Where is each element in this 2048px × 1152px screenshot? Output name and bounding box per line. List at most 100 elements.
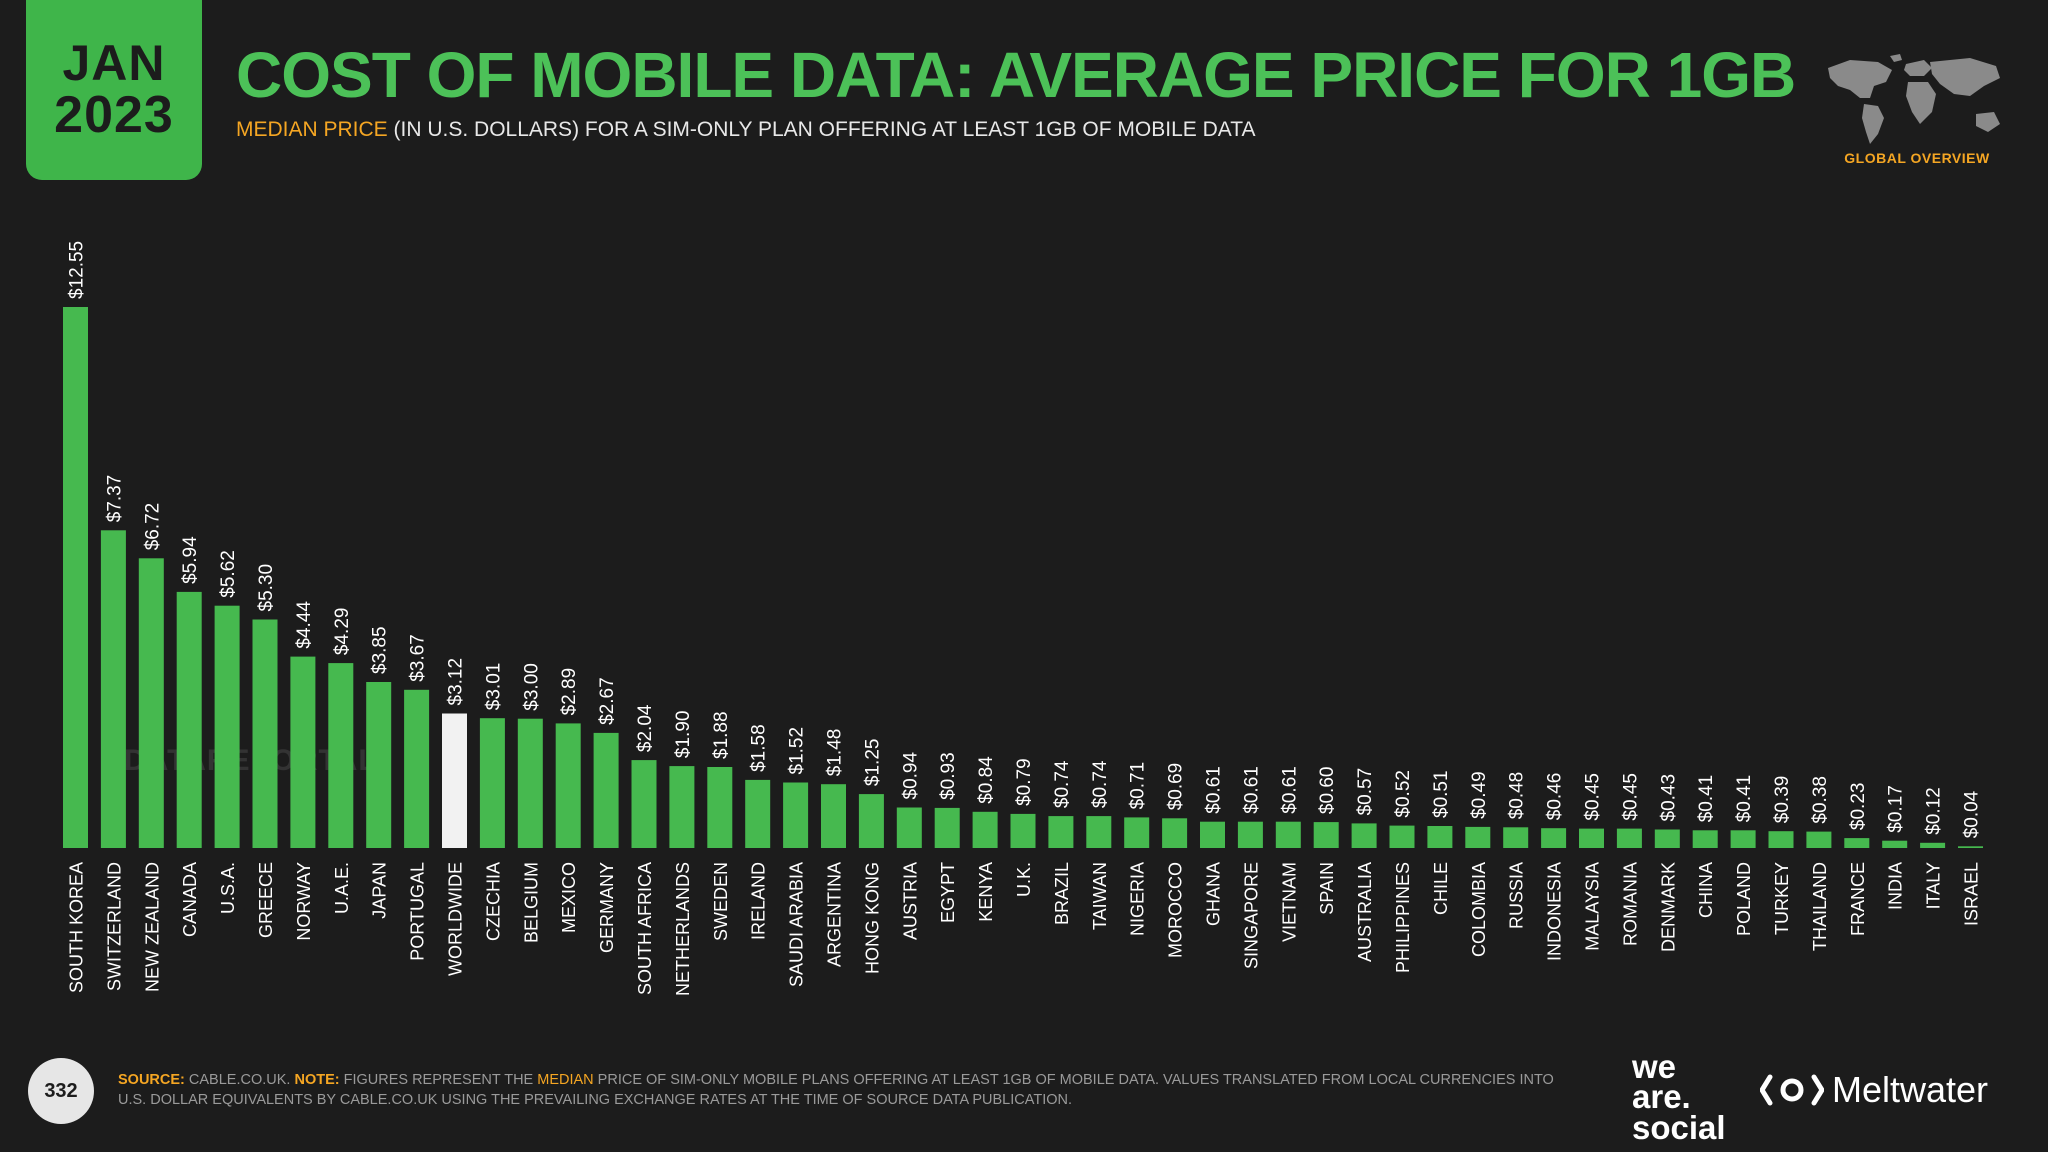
category-label: SPAIN bbox=[1317, 862, 1337, 915]
category-label: CHINA bbox=[1696, 862, 1716, 918]
bar-canada bbox=[176, 591, 202, 848]
bar-ghana bbox=[1200, 821, 1225, 848]
bar-japan bbox=[366, 682, 392, 848]
note-highlight: MEDIAN bbox=[537, 1072, 594, 1088]
bar-germany bbox=[593, 732, 619, 848]
bar-morocco bbox=[1162, 818, 1188, 848]
footnote: SOURCE: CABLE.CO.UK. NOTE: FIGURES REPRE… bbox=[118, 1070, 1568, 1110]
bar-value-label: $0.04 bbox=[1962, 790, 1983, 838]
bar-nigeria bbox=[1124, 817, 1150, 848]
bar-india bbox=[1882, 840, 1908, 848]
bar-value-label: $0.74 bbox=[1090, 760, 1111, 808]
we-are-social-line-2: are. bbox=[1632, 1078, 1691, 1116]
category-label: U.K. bbox=[1014, 862, 1034, 897]
category-label: IRELAND bbox=[749, 862, 769, 940]
category-label: U.S.A. bbox=[218, 862, 238, 914]
category-label: PORTUGAL bbox=[408, 862, 428, 961]
bar-ireland bbox=[745, 779, 771, 848]
bar-value-label: $7.37 bbox=[104, 475, 125, 523]
bar-value-label: $0.23 bbox=[1848, 783, 1869, 831]
bar-value-label: $0.94 bbox=[900, 752, 921, 800]
bar-value-label: $0.84 bbox=[976, 756, 997, 804]
bar-kenya bbox=[972, 811, 998, 848]
bar-value-label: $0.45 bbox=[1620, 773, 1641, 821]
category-label: SOUTH KOREA bbox=[67, 862, 87, 993]
category-label: NETHERLANDS bbox=[673, 862, 693, 996]
bar-value-label: $4.29 bbox=[332, 608, 353, 656]
category-label: COLOMBIA bbox=[1469, 862, 1489, 957]
bar-chile bbox=[1427, 826, 1453, 848]
bar-worldwide bbox=[442, 713, 467, 848]
bar-france bbox=[1844, 838, 1870, 848]
bar-russia bbox=[1503, 827, 1529, 848]
category-label: FRANCE bbox=[1848, 862, 1868, 936]
bar-value-label: $5.62 bbox=[218, 550, 239, 598]
bar-value-label: $3.85 bbox=[370, 626, 391, 674]
category-label: ROMANIA bbox=[1620, 862, 1640, 946]
bar-romania bbox=[1616, 828, 1642, 848]
bar-value-label: $0.38 bbox=[1810, 776, 1831, 824]
bar-israel bbox=[1958, 846, 1983, 848]
bar-value-label: $1.25 bbox=[862, 739, 883, 787]
bar-value-label: $0.69 bbox=[1166, 763, 1187, 811]
category-label: TAIWAN bbox=[1090, 862, 1110, 930]
category-label: ITALY bbox=[1924, 862, 1944, 909]
bar-value-label: $0.71 bbox=[1128, 762, 1149, 810]
bar-value-label: $0.43 bbox=[1658, 774, 1679, 822]
bar-netherlands bbox=[669, 766, 695, 848]
date-year: 2023 bbox=[54, 85, 174, 144]
category-label: KENYA bbox=[976, 862, 996, 922]
source-label: SOURCE: bbox=[118, 1072, 185, 1088]
bar-value-label: $1.88 bbox=[711, 711, 732, 759]
bar-south-korea bbox=[63, 307, 88, 848]
category-label: ARGENTINA bbox=[825, 862, 845, 967]
category-label: TURKEY bbox=[1772, 862, 1792, 935]
bar-value-label: $0.39 bbox=[1772, 776, 1793, 824]
bar-value-label: $0.17 bbox=[1886, 785, 1907, 833]
note-text-1: FIGURES REPRESENT THE bbox=[339, 1072, 538, 1088]
category-label: THAILAND bbox=[1810, 862, 1830, 951]
bar-value-label: $0.45 bbox=[1583, 773, 1604, 821]
bar-philippines bbox=[1389, 825, 1415, 848]
category-label: GHANA bbox=[1204, 862, 1224, 926]
bar-value-label: $12.55 bbox=[67, 241, 88, 299]
bar-indonesia bbox=[1541, 828, 1567, 848]
bar-value-label: $0.46 bbox=[1545, 773, 1566, 821]
bar-u-s-a bbox=[214, 605, 240, 848]
bar-value-label: $0.61 bbox=[1204, 766, 1225, 814]
bar-australia bbox=[1351, 823, 1377, 848]
category-label: DENMARK bbox=[1658, 862, 1678, 952]
bar-thailand bbox=[1806, 831, 1832, 848]
source-text: CABLE.CO.UK. bbox=[184, 1072, 295, 1088]
subtitle-highlight: MEDIAN PRICE bbox=[236, 118, 388, 141]
category-label: GREECE bbox=[256, 862, 276, 938]
meltwater-logo: Meltwater bbox=[1760, 1069, 1989, 1110]
category-label: SOUTH AFRICA bbox=[635, 862, 655, 995]
we-are-social-line-3: social bbox=[1632, 1108, 1726, 1146]
category-label: MEXICO bbox=[559, 862, 579, 933]
category-label: SWEDEN bbox=[711, 862, 731, 941]
category-label: BRAZIL bbox=[1052, 862, 1072, 925]
bar-value-label: $1.90 bbox=[673, 711, 694, 759]
bar-value-label: $2.67 bbox=[597, 677, 618, 725]
world-map-icon bbox=[1820, 52, 2010, 172]
bar-value-label: $0.48 bbox=[1507, 772, 1528, 820]
bar-value-label: $3.00 bbox=[521, 663, 542, 711]
page-title: COST OF MOBILE DATA: AVERAGE PRICE FOR 1… bbox=[236, 39, 1796, 111]
we-are-social-logo: we are. social bbox=[1632, 1050, 1726, 1146]
category-label: NORWAY bbox=[294, 862, 314, 941]
note-label: NOTE: bbox=[294, 1072, 340, 1088]
category-label: PHILIPPINES bbox=[1393, 862, 1413, 973]
bar-chart: $12.55 SOUTH KOREA $7.37 SWITZERLAND $6.72 NE… bbox=[63, 241, 1983, 996]
bar-value-label: $0.60 bbox=[1317, 767, 1338, 815]
bar-value-label: $5.30 bbox=[256, 564, 277, 612]
category-label: SINGAPORE bbox=[1241, 862, 1261, 969]
bar-value-label: $5.94 bbox=[180, 536, 201, 584]
category-label: GERMANY bbox=[597, 862, 617, 953]
meltwater-text: Meltwater bbox=[1832, 1069, 1989, 1110]
category-label: WORLDWIDE bbox=[446, 862, 466, 976]
bar-denmark bbox=[1654, 829, 1680, 848]
subtitle-text: (IN U.S. DOLLARS) FOR A SIM-ONLY PLAN OF… bbox=[387, 118, 1256, 141]
bar-value-label: $3.12 bbox=[446, 658, 467, 706]
category-label: HONG KONG bbox=[862, 862, 882, 974]
